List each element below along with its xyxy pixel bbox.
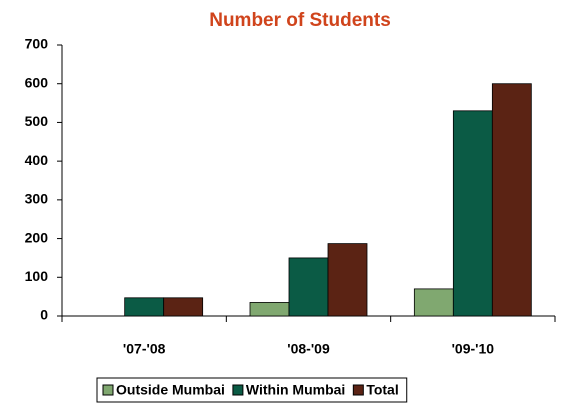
bar: [163, 297, 204, 317]
bar: [249, 302, 290, 317]
y-tick-label: 200: [25, 229, 49, 245]
bar: [491, 83, 532, 317]
bar: [124, 297, 165, 317]
y-tick-label: 300: [25, 191, 49, 207]
y-tick-label: 600: [25, 74, 49, 90]
x-tick-label: '07-'08: [123, 341, 166, 357]
bar: [288, 257, 329, 317]
y-tick-label: 500: [25, 113, 49, 129]
y-tick-label: 100: [25, 268, 49, 284]
y-tick-label: 700: [25, 36, 49, 52]
y-tick-label: 400: [25, 152, 49, 168]
bar: [452, 110, 493, 317]
bar: [327, 243, 368, 317]
legend-label: Total: [366, 382, 398, 398]
y-tick-label: 0: [40, 307, 48, 323]
legend-label: Outside Mumbai: [116, 382, 225, 398]
legend-label: Within Mumbai: [246, 382, 345, 398]
bar: [413, 288, 454, 317]
legend-swatch: [102, 384, 114, 396]
x-tick-label: '08-'09: [287, 341, 330, 357]
x-tick-label: '09-'10: [452, 341, 495, 357]
chart-title: Number of Students: [209, 10, 391, 31]
legend-swatch: [352, 384, 364, 396]
legend-swatch: [232, 384, 244, 396]
